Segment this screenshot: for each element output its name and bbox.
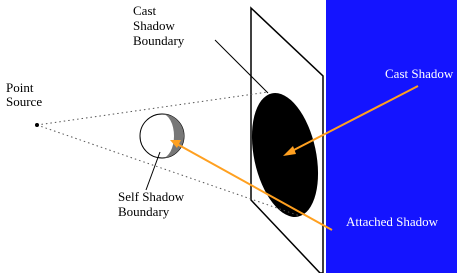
label: Point bbox=[6, 80, 34, 95]
label: Cast Shadow bbox=[385, 66, 454, 81]
label: Source bbox=[6, 94, 42, 109]
label: Cast bbox=[133, 3, 157, 18]
point-source-dot bbox=[35, 123, 39, 127]
slide: Cast Shadow Boundary Point Source Self S… bbox=[0, 0, 457, 273]
label: Shadow bbox=[133, 18, 176, 33]
label: Boundary bbox=[118, 204, 170, 219]
label: Self Shadow bbox=[118, 189, 185, 204]
label: Boundary bbox=[133, 33, 185, 48]
label: Attached Shadow bbox=[346, 214, 439, 229]
